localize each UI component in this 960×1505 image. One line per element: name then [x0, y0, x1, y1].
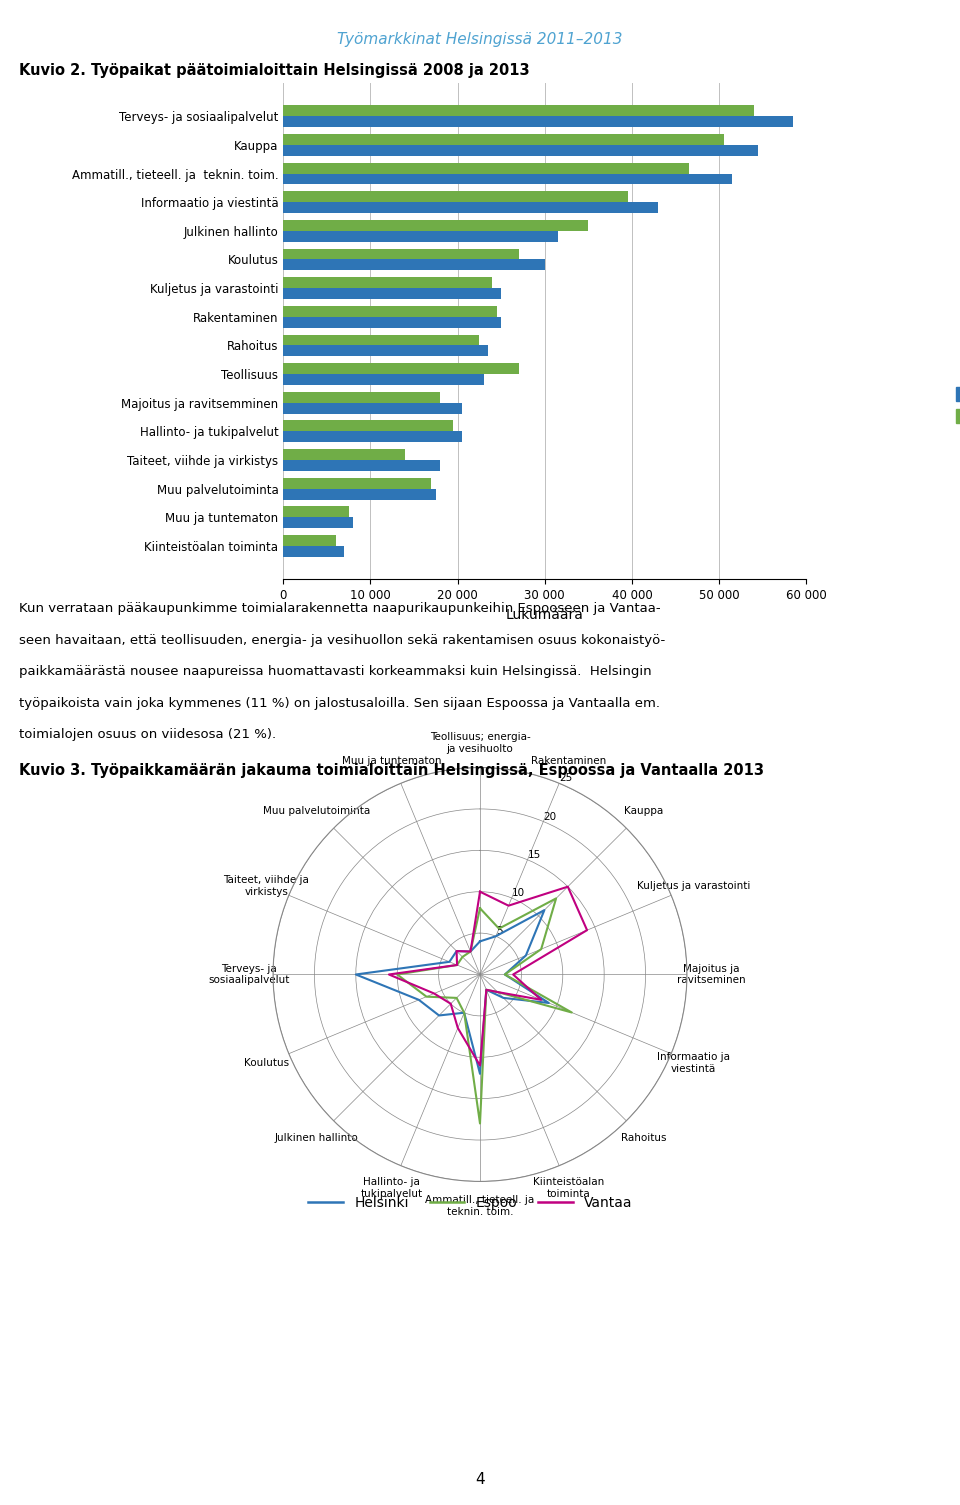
Bar [283, 375, 484, 385]
Bar [283, 306, 497, 316]
Text: Kuvio 2. Työpaikat päätoimialoittain Helsingissä 2008 ja 2013: Kuvio 2. Työpaikat päätoimialoittain Hel… [19, 63, 530, 78]
Bar [283, 461, 440, 471]
Bar [283, 202, 659, 214]
Bar [283, 432, 462, 442]
Bar [283, 546, 345, 557]
Bar [283, 105, 754, 116]
Bar [283, 134, 724, 144]
Bar [283, 346, 488, 357]
Bar [283, 191, 628, 202]
Bar [283, 248, 518, 259]
Text: paikkamäärästä nousee naapureissa huomattavasti korkeammaksi kuin Helsingissä.  : paikkamäärästä nousee naapureissa huomat… [19, 665, 652, 679]
Legend: 2013, 2008: 2013, 2008 [956, 387, 960, 423]
Bar [283, 259, 544, 271]
Bar [283, 477, 431, 489]
Text: 4: 4 [475, 1472, 485, 1487]
Bar [283, 116, 793, 126]
Bar [283, 287, 501, 299]
Bar [283, 403, 462, 414]
Bar [283, 448, 405, 461]
Legend: Helsinki, Espoo, Vantaa: Helsinki, Espoo, Vantaa [303, 1190, 637, 1216]
Bar [283, 536, 336, 546]
Text: työpaikoista vain joka kymmenes (11 %) on jalostusaloilla. Sen sijaan Espoossa j: työpaikoista vain joka kymmenes (11 %) o… [19, 697, 660, 710]
Bar [283, 489, 436, 500]
Bar [283, 220, 588, 230]
Bar [283, 144, 758, 157]
Bar [283, 506, 348, 518]
X-axis label: Lukumäärä: Lukumäärä [506, 608, 584, 622]
Bar [283, 334, 479, 346]
Bar [283, 316, 501, 328]
Bar [283, 363, 518, 375]
Text: Kuvio 3. Työpaikkamäärän jakauma toimialoittain Helsingissä, Espoossa ja Vantaal: Kuvio 3. Työpaikkamäärän jakauma toimial… [19, 763, 764, 778]
Text: Työmarkkinat Helsingissä 2011–2013: Työmarkkinat Helsingissä 2011–2013 [337, 32, 623, 47]
Bar [283, 173, 732, 185]
Bar [283, 163, 688, 173]
Bar [283, 277, 492, 287]
Bar [283, 518, 353, 528]
Bar [283, 230, 558, 242]
Bar [283, 420, 453, 432]
Bar [283, 391, 440, 403]
Text: seen havaitaan, että teollisuuden, energia- ja vesihuollon sekä rakentamisen osu: seen havaitaan, että teollisuuden, energ… [19, 634, 665, 647]
Text: toimialojen osuus on viidesosa (21 %).: toimialojen osuus on viidesosa (21 %). [19, 728, 276, 742]
Text: Kun verrataan pääkaupunkimme toimialarakennetta naapurikaupunkeihin Espooseen ja: Kun verrataan pääkaupunkimme toimialarak… [19, 602, 660, 616]
